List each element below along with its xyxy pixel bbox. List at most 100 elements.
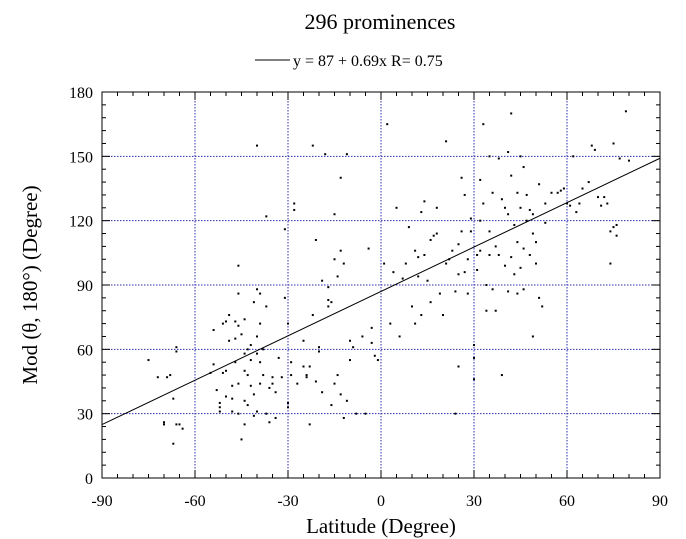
y-axis-title: Mod (θ, 180°) (Degree) xyxy=(18,185,42,384)
data-point xyxy=(522,247,525,250)
data-point xyxy=(386,123,389,126)
data-point xyxy=(308,423,311,426)
data-point xyxy=(494,245,497,248)
data-point xyxy=(423,200,426,203)
data-point xyxy=(209,371,212,374)
data-point xyxy=(342,262,345,265)
data-point xyxy=(243,399,246,402)
data-point xyxy=(287,322,289,325)
y-tick-label: 90 xyxy=(77,278,93,295)
data-point xyxy=(287,401,289,404)
axis-ticks xyxy=(101,91,661,479)
data-point xyxy=(469,217,472,220)
data-point xyxy=(262,348,265,351)
data-point xyxy=(228,314,231,317)
data-point xyxy=(314,380,317,383)
data-point xyxy=(417,275,420,278)
data-point xyxy=(290,361,293,364)
data-point xyxy=(609,262,612,265)
data-point xyxy=(243,318,246,321)
data-point xyxy=(355,412,358,415)
data-point xyxy=(519,155,522,158)
data-point xyxy=(600,204,603,207)
data-point xyxy=(562,187,565,190)
data-point xyxy=(221,322,224,325)
data-point xyxy=(466,258,469,261)
data-point xyxy=(218,406,221,409)
data-point xyxy=(491,191,494,194)
data-point xyxy=(407,226,410,229)
data-point xyxy=(454,412,457,415)
data-point xyxy=(510,174,513,177)
data-point xyxy=(225,320,227,323)
data-point xyxy=(566,202,568,205)
data-point xyxy=(212,329,215,332)
data-point xyxy=(333,258,336,261)
data-point xyxy=(321,279,324,282)
y-tick-label: 30 xyxy=(77,407,93,424)
data-point xyxy=(212,363,215,366)
data-point xyxy=(225,395,227,398)
data-point xyxy=(302,339,305,342)
data-point xyxy=(305,376,308,379)
data-point xyxy=(432,234,435,237)
data-point xyxy=(249,344,252,347)
data-point xyxy=(256,410,258,413)
data-point xyxy=(500,198,503,201)
data-point xyxy=(488,253,491,256)
data-point xyxy=(476,253,479,256)
data-point xyxy=(234,361,237,364)
data-point xyxy=(460,230,463,233)
data-point xyxy=(178,423,181,426)
data-point xyxy=(414,322,417,325)
data-point xyxy=(401,277,404,280)
data-point xyxy=(457,365,460,368)
data-point xyxy=(411,305,413,308)
data-point xyxy=(389,322,392,325)
data-point xyxy=(318,346,320,349)
data-point xyxy=(414,249,417,252)
data-point xyxy=(550,191,553,194)
data-point xyxy=(172,442,175,445)
data-point xyxy=(271,382,274,385)
data-point xyxy=(314,238,317,241)
data-point xyxy=(231,384,234,387)
data-point xyxy=(535,262,537,265)
data-point xyxy=(516,292,519,295)
data-point xyxy=(479,249,482,252)
data-point xyxy=(246,404,249,407)
data-point xyxy=(628,159,630,162)
data-point xyxy=(488,155,491,158)
data-point xyxy=(445,262,448,265)
data-point xyxy=(420,314,423,317)
data-point xyxy=(240,333,243,336)
data-point xyxy=(311,144,314,147)
data-point xyxy=(522,288,525,291)
data-point xyxy=(370,326,373,329)
data-point xyxy=(485,309,488,312)
data-point xyxy=(578,202,581,205)
data-point xyxy=(590,144,593,147)
data-point xyxy=(256,335,258,338)
data-point xyxy=(156,376,159,379)
data-point xyxy=(274,416,277,419)
y-tick-label: 120 xyxy=(69,214,93,231)
data-point xyxy=(339,393,342,396)
data-point xyxy=(466,292,469,295)
data-point xyxy=(435,206,438,209)
data-point xyxy=(603,196,606,199)
data-point xyxy=(175,423,178,426)
data-point xyxy=(544,221,547,224)
data-point xyxy=(370,341,373,344)
y-tick-labels: 0 30 60 90 120 150 180 xyxy=(69,85,93,488)
data-point xyxy=(333,213,336,216)
data-point xyxy=(259,292,262,295)
data-point xyxy=(228,339,231,342)
data-point xyxy=(541,305,544,308)
chart-title: 296 prominences xyxy=(305,9,456,34)
data-point xyxy=(473,344,475,347)
data-point xyxy=(423,253,426,256)
data-point xyxy=(528,253,531,256)
data-point xyxy=(482,123,485,126)
